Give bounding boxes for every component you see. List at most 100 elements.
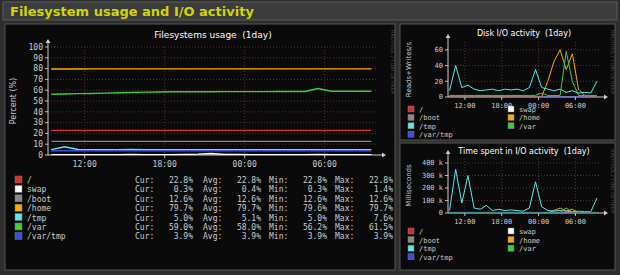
legend-label: /tmp <box>419 245 436 253</box>
stat-label: Min: <box>269 185 288 194</box>
stat-label: Max: <box>335 185 354 194</box>
x-tick-label: 12:00 <box>454 218 475 226</box>
stat-value: 79.6% <box>303 204 327 213</box>
grid-line <box>464 42 465 97</box>
stat-label: Cur: <box>135 223 154 232</box>
legend-label: swap <box>27 185 46 194</box>
series-group <box>450 50 597 97</box>
series-line <box>51 68 371 70</box>
legend-swatch <box>508 245 514 251</box>
series-line <box>450 97 597 98</box>
y-tick-label: 0 <box>439 209 443 217</box>
stat-value: 12.6% <box>237 195 261 204</box>
grid-line <box>48 122 378 123</box>
legend-label: /var/tmp <box>419 131 453 139</box>
y-tick-label: 100 k <box>422 197 444 205</box>
y-tick-label: 0 <box>38 151 43 160</box>
series-line <box>51 141 371 142</box>
y-axis <box>48 43 49 155</box>
x-tick-label: 06:00 <box>565 218 586 226</box>
stat-value: 61.5% <box>369 223 393 232</box>
legend-swatch <box>508 228 514 234</box>
series-line <box>450 51 597 95</box>
page-title: Filesystem usage and I/O activity <box>10 4 254 19</box>
stat-label: Max: <box>335 214 354 223</box>
y-tick-label: 30 <box>33 118 43 127</box>
series-line <box>450 208 597 213</box>
chart-title: Time spent in I/O activity (1day) <box>457 147 589 156</box>
series-group <box>450 169 597 213</box>
x-axis <box>448 97 604 98</box>
stat-value: 0.3% <box>174 185 193 194</box>
axis-arrow <box>446 150 451 154</box>
stat-value: 56.2% <box>303 223 327 232</box>
legend-swatch <box>15 176 22 183</box>
legend-swatch <box>408 245 414 251</box>
stat-value: 22.8% <box>237 176 261 185</box>
grid-line <box>48 79 378 80</box>
stat-label: Cur: <box>135 204 154 213</box>
legend-label: /var <box>519 245 536 253</box>
y-axis <box>448 38 449 97</box>
y-axis <box>448 154 449 213</box>
grid-line <box>48 111 378 112</box>
stat-value: 7.6% <box>374 214 393 223</box>
stat-label: Max: <box>335 223 354 232</box>
y-tick-label: 0 <box>439 93 443 101</box>
grid-line <box>244 47 245 155</box>
stat-label: Cur: <box>135 232 154 241</box>
axis-arrow <box>382 153 386 158</box>
y-tick-label: 200 k <box>422 184 444 192</box>
y-tick-label: 40 <box>435 62 443 70</box>
watermark: RRDTOOL / TOBI OETIKER <box>610 30 616 95</box>
stat-value: 5.0% <box>308 214 327 223</box>
series-line <box>51 89 371 95</box>
x-tick-label: 12:00 <box>454 102 475 110</box>
legend-label: /boot <box>27 195 51 204</box>
legend-label: /var <box>519 123 536 131</box>
chart-title: Disk I/O activity (1day) <box>477 29 571 38</box>
grid-line <box>501 42 502 97</box>
stat-label: Cur: <box>135 214 154 223</box>
legend-swatch <box>15 185 22 192</box>
watermark: RRDTOOL / TOBI OETIKER <box>390 30 396 95</box>
grid-line <box>448 200 600 201</box>
legend-swatch <box>508 123 514 129</box>
grid-line <box>575 158 576 213</box>
legend-label: swap <box>519 228 536 236</box>
y-axis-label: Reads+Writes/s <box>405 42 413 98</box>
stat-label: Min: <box>269 195 288 204</box>
stat-value: 22.8% <box>303 176 327 185</box>
stat-value: 22.8% <box>169 176 193 185</box>
legend-swatch <box>508 106 514 112</box>
x-tick-label: 00:00 <box>528 218 549 226</box>
stat-value: 79.7% <box>369 204 393 213</box>
stat-label: Max: <box>335 176 354 185</box>
title-bar <box>3 2 617 20</box>
grid-line <box>48 68 378 69</box>
legend-label: /boot <box>419 114 440 122</box>
watermark: RRDTOOL / TOBI OETIKER <box>610 149 616 214</box>
legend-label: /tmp <box>27 214 46 223</box>
stat-label: Max: <box>335 204 354 213</box>
legend-label: /home <box>519 114 540 122</box>
y-tick-label: 300 k <box>422 172 444 180</box>
y-tick-label: 60 <box>435 46 443 54</box>
legend-swatch <box>15 232 22 239</box>
grid-line <box>538 42 539 97</box>
stat-value: 1.4% <box>374 185 393 194</box>
legend-swatch <box>408 131 414 137</box>
grid-line <box>84 47 85 155</box>
series-line <box>450 169 597 212</box>
grid-line <box>164 47 165 155</box>
dashboard: Filesystem usage and I/O activityFilesys… <box>0 0 620 275</box>
stat-value: 12.6% <box>169 195 193 204</box>
series-line <box>450 66 597 94</box>
x-tick-label: 18:00 <box>153 160 177 169</box>
legend-swatch <box>508 114 514 120</box>
stat-value: 12.6% <box>369 195 393 204</box>
panel <box>400 24 615 140</box>
series-line <box>51 130 371 131</box>
x-axis <box>448 213 604 214</box>
series-line <box>450 213 597 214</box>
